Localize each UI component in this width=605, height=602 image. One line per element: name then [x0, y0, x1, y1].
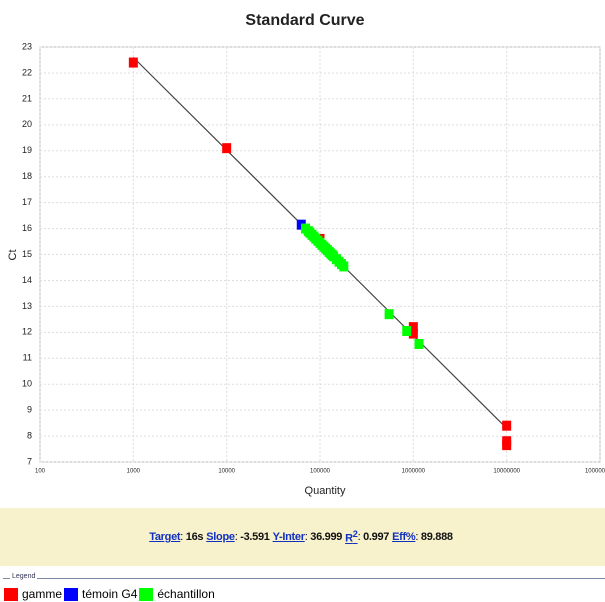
- stat-colon: :: [357, 531, 364, 543]
- data-point: [414, 338, 424, 349]
- y-tick-label: 8: [27, 430, 32, 440]
- stat-colon: :: [415, 531, 421, 543]
- data-point: [408, 322, 418, 333]
- legend-items: gamme témoin G4 échantillon: [4, 587, 217, 601]
- legend-label: gamme: [22, 587, 63, 601]
- legend-swatch: [64, 587, 79, 601]
- legend-swatch: [4, 587, 18, 601]
- x-tick-label: 10000000: [493, 469, 520, 475]
- y-tick-label: 16: [22, 223, 32, 233]
- legend-rule: [3, 578, 605, 579]
- y-tick-label: 18: [22, 171, 32, 181]
- x-tick-label: 10000: [218, 469, 235, 475]
- y-tick-label: 17: [22, 197, 32, 207]
- stat-colon: :: [234, 531, 241, 543]
- y-tick-label: 23: [22, 41, 32, 51]
- y-tick-label: 15: [22, 249, 32, 259]
- y-tick-label: 12: [22, 327, 32, 337]
- stat-label: Target: [149, 531, 181, 543]
- stat-value: 89.888: [420, 531, 453, 543]
- stat-label: Slope: [206, 531, 235, 543]
- data-point: [402, 326, 412, 337]
- stat-label: Y-Inter: [272, 531, 305, 543]
- legend-title: Legend: [10, 573, 38, 580]
- y-tick-label: 22: [22, 67, 32, 77]
- stats-bar: Target: 16s Slope: -3.591 Y-Inter: 36.999 R…: [0, 508, 605, 566]
- stat-value: -3.591: [240, 531, 270, 543]
- y-tick-label: 20: [22, 119, 32, 129]
- stat-label: Eff%: [392, 531, 416, 543]
- data-point: [502, 440, 512, 451]
- chart: Standard Curve Quantity Ct 7 8 9 10 11 12 13 14…: [7, 12, 605, 497]
- legend-item: échantillon: [139, 587, 215, 601]
- data-point: [408, 328, 418, 339]
- x-tick-label: 100000: [310, 469, 331, 475]
- x-tick-label: 100000000: [585, 469, 605, 475]
- data-point: [339, 261, 349, 272]
- legend-label: échantillon: [157, 587, 215, 601]
- data-point: [128, 57, 138, 68]
- legend-swatch: [139, 587, 154, 601]
- data-point: [384, 309, 394, 320]
- y-tick-label: 10: [22, 379, 32, 389]
- stat-value: 16s: [185, 531, 204, 543]
- legend-label: témoin G4: [82, 587, 138, 601]
- y-axis-label: Ct: [7, 250, 19, 261]
- x-axis-label: Quantity: [305, 485, 346, 497]
- y-tick-label: 7: [27, 456, 32, 466]
- x-tick-label: 100: [35, 469, 46, 475]
- y-tick-label: 13: [22, 301, 32, 311]
- y-tick-label: 21: [22, 93, 32, 103]
- x-tick-label: 1000000: [402, 469, 426, 475]
- y-tick-label: 9: [27, 405, 32, 415]
- stat-colon: :: [180, 531, 186, 543]
- y-tick-label: 11: [23, 353, 32, 363]
- stat-value: 36.999: [310, 531, 343, 543]
- stat-sup: 2: [352, 529, 358, 540]
- y-tick-label: 19: [22, 145, 32, 155]
- legend-item: gamme: [4, 587, 62, 601]
- y-tick-label: 14: [22, 275, 32, 285]
- stat-colon: :: [304, 531, 311, 543]
- chart-title: Standard Curve: [245, 12, 364, 29]
- data-point: [222, 143, 232, 154]
- legend: Legend gamme témoin G4 échantillon: [0, 572, 605, 602]
- data-point: [502, 420, 512, 431]
- stat-value: 0.997: [363, 531, 390, 543]
- x-tick-label: 1000: [127, 469, 141, 475]
- stat-label: R2: [345, 529, 358, 545]
- legend-item: témoin G4: [64, 587, 137, 601]
